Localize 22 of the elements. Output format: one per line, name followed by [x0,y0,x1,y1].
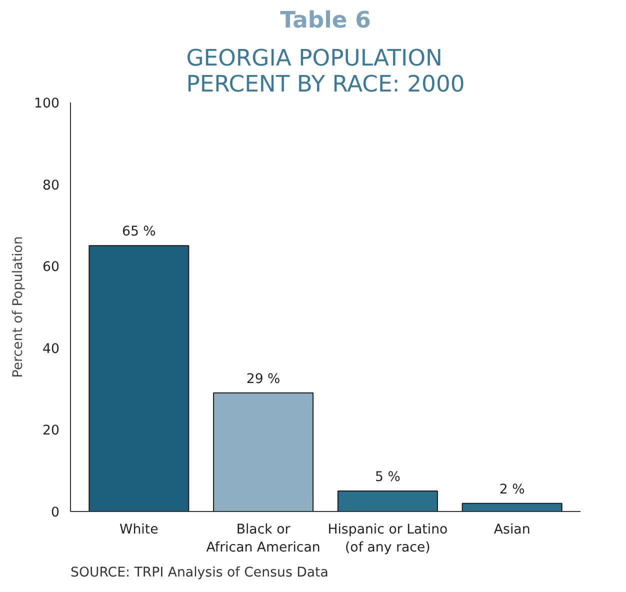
x-tick-label: Asian [494,522,530,538]
data-label: 2 % [499,482,525,498]
data-label: 29 % [246,372,280,387]
y-tick-label: 20 [42,424,60,439]
bar [88,245,190,512]
y-tick-label: 60 [42,260,60,276]
y-tick-label: 80 [42,178,60,194]
x-tick-label: White [120,522,158,538]
bar [337,490,438,512]
data-label: 65 % [122,224,156,240]
y-tick-label: 100 [34,96,60,112]
y-axis-title: Percent of Population [11,236,26,378]
x-tick-label: Black or African American [206,522,320,556]
source-note: SOURCE: TRPI Analysis of Census Data [70,566,328,580]
chart-subtitle: GEORGIA POPULATION PERCENT BY RACE: 2000 [186,46,465,98]
x-tick-label: Hispanic or Latino (of any race) [328,522,448,556]
bar [462,502,562,512]
y-tick-label: 40 [42,342,60,357]
y-tick-label: 0 [51,506,60,520]
chart-title: Table 6 [280,8,371,34]
bar [213,392,314,512]
data-label: 5 % [375,470,400,486]
